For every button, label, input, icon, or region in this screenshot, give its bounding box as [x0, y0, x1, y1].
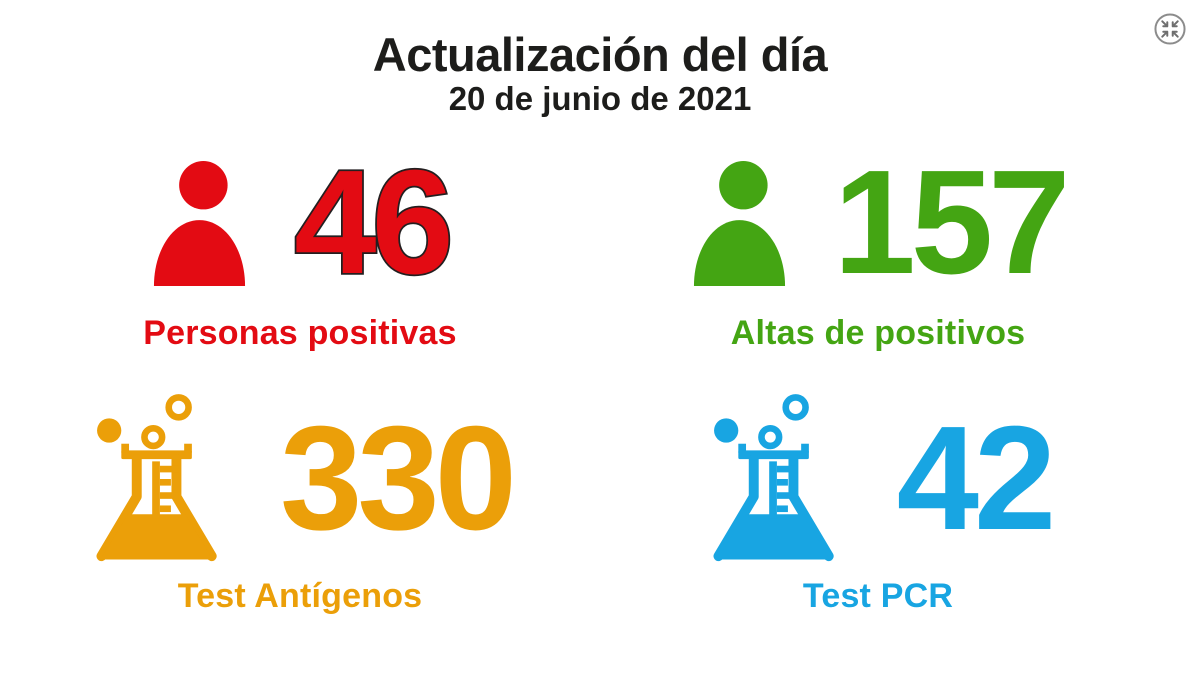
stat-main: 330 [88, 393, 517, 565]
stat-personas-positivas: 46 Personas positivas [0, 139, 600, 353]
header: Actualización del día 20 de junio de 202… [0, 0, 1200, 118]
flask-icon [88, 393, 234, 565]
stat-test-antigenos: 330 Test Antígenos [0, 393, 600, 616]
stat-main: 46 [151, 139, 456, 305]
stat-value: 42 [896, 395, 1057, 561]
stat-altas-de-positivos: 157 Altas de positivos [578, 139, 1178, 353]
person-icon [151, 160, 248, 286]
page-subtitle: 20 de junio de 2021 [448, 80, 752, 118]
page-title: Actualización del día [372, 28, 828, 81]
stat-label: Personas positivas [143, 313, 457, 352]
stat-label: Test Antígenos [177, 576, 423, 615]
compress-arrows-icon [1154, 13, 1186, 45]
collapse-button[interactable] [1150, 9, 1190, 49]
stat-value: 157 [833, 139, 1071, 305]
stat-label: Test PCR [802, 576, 954, 615]
stat-value: 46 [292, 139, 455, 305]
stat-main: 157 [691, 139, 1071, 305]
stat-label: Altas de positivos [730, 313, 1026, 352]
stats-grid: 46 Personas positivas 157 Altas de posit… [0, 139, 1200, 616]
person-icon [691, 160, 788, 286]
stat-test-pcr: 42 Test PCR [578, 393, 1178, 616]
stat-value: 330 [280, 395, 517, 561]
flask-icon [705, 393, 851, 565]
stat-main: 42 [705, 393, 1057, 565]
